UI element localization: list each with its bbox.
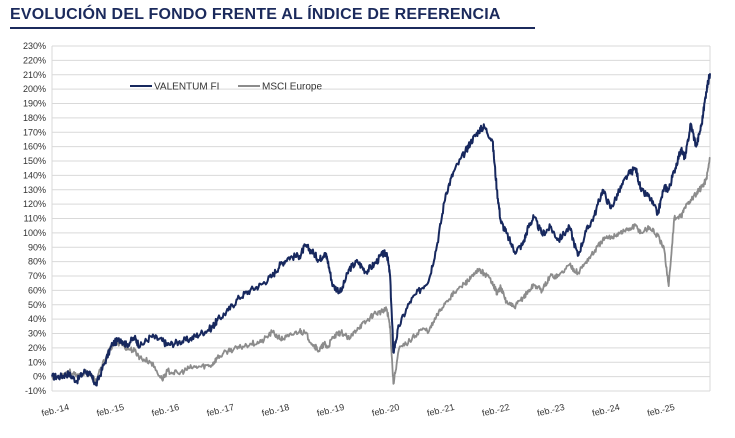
x-tick-label: feb.-18 [261, 402, 291, 418]
legend-label: MSCI Europe [262, 82, 322, 93]
y-tick-label: 170% [23, 127, 46, 137]
y-tick-label: 40% [28, 314, 46, 324]
x-tick-label: feb.-19 [316, 402, 346, 418]
y-tick-label: 70% [28, 271, 46, 281]
y-tick-label: 190% [23, 99, 46, 109]
legend-label: VALENTUM FI [154, 82, 219, 93]
series-line-valentum-fi [51, 73, 711, 387]
y-tick-label: 80% [28, 257, 46, 267]
y-tick-label: 130% [23, 185, 46, 195]
chart-title: EVOLUCIÓN DEL FONDO FRENTE AL ÍNDICE DE … [10, 6, 501, 23]
x-tick-label: feb.-24 [591, 402, 621, 418]
y-tick-label: 200% [23, 84, 46, 94]
y-tick-label: 0% [33, 372, 46, 382]
x-tick-label: feb.-22 [481, 402, 511, 418]
legend: VALENTUM FI MSCI Europe [130, 82, 322, 93]
y-tick-label: 30% [28, 329, 46, 339]
y-tick-label: 230% [23, 41, 46, 51]
y-tick-label: 50% [28, 300, 46, 310]
x-tick-label: feb.-23 [536, 402, 566, 418]
series-line-msci-europe [51, 156, 711, 385]
x-tick-label: feb.-25 [646, 402, 676, 418]
y-tick-label: 120% [23, 199, 46, 209]
y-tick-label: 110% [24, 214, 46, 224]
y-tick-label: 140% [23, 170, 46, 180]
y-tick-label: 90% [28, 242, 46, 252]
x-tick-label: feb.-15 [96, 402, 126, 418]
x-tick-label: feb.-14 [40, 402, 70, 418]
x-tick-label: feb.-20 [371, 402, 401, 418]
y-tick-label: 210% [23, 70, 46, 80]
y-axis-tick-labels: 230% 220% 210% 200% 190% 180% 170% 160% 150% 140%… [23, 41, 46, 396]
series-lines [51, 73, 711, 387]
y-tick-label: 60% [28, 285, 46, 295]
x-tick-label: feb.-16 [151, 402, 181, 418]
gridlines [51, 45, 711, 392]
y-tick-label: 180% [23, 113, 46, 123]
title-underline [10, 27, 535, 29]
y-tick-label: -10% [25, 386, 46, 396]
x-tick-label: feb.-21 [426, 402, 456, 418]
y-tick-label: 20% [28, 343, 46, 353]
y-tick-label: 150% [23, 156, 46, 166]
y-tick-label: 100% [23, 228, 46, 238]
x-axis-tick-labels: feb.-14 feb.-15 feb.-16 feb.-17 feb.-18 feb.-… [40, 402, 675, 418]
y-tick-label: 220% [23, 55, 46, 65]
x-tick-label: feb.-17 [206, 402, 236, 418]
y-tick-label: 160% [23, 142, 46, 152]
y-tick-label: 10% [28, 357, 46, 367]
